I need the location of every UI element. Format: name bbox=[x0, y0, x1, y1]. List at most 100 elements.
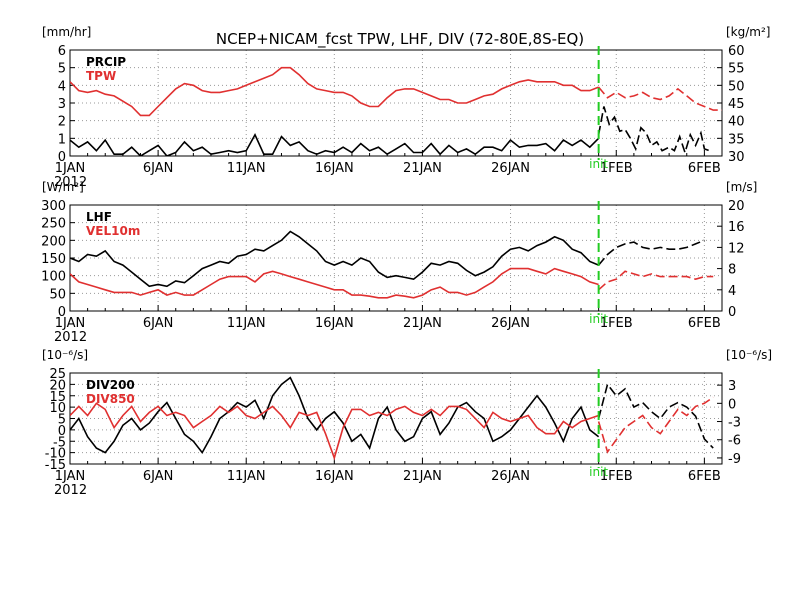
left-tick-label: 5 bbox=[58, 62, 66, 77]
left-tick-label: 300 bbox=[41, 199, 66, 214]
left-tick-label: -10 bbox=[45, 447, 66, 462]
left-tick-label: 250 bbox=[41, 217, 66, 232]
x-year-label: 2012 bbox=[54, 483, 87, 498]
left-tick-label: -5 bbox=[53, 435, 66, 450]
right-tick-label: 45 bbox=[728, 97, 745, 112]
x-tick-label: 6FEB bbox=[688, 316, 721, 331]
left-tick-label: 2 bbox=[58, 115, 66, 130]
legend-tpw: TPW bbox=[86, 69, 116, 83]
left-tick-label: 0 bbox=[58, 424, 66, 439]
series-line-tpw-forecast bbox=[597, 86, 722, 111]
right-tick-label: 60 bbox=[728, 44, 745, 59]
left-tick-label: 6 bbox=[58, 44, 66, 59]
right-tick-label: -9 bbox=[728, 452, 741, 467]
left-tick-label: 20 bbox=[49, 378, 66, 393]
x-tick-label: 26JAN bbox=[491, 161, 530, 176]
left-tick-label: -15 bbox=[45, 458, 66, 473]
x-tick-label: 6FEB bbox=[688, 469, 721, 484]
right-tick-label: 55 bbox=[728, 62, 745, 77]
x-tick-label: 21JAN bbox=[403, 469, 442, 484]
x-tick-label: 21JAN bbox=[403, 316, 442, 331]
x-tick-label: 21JAN bbox=[403, 161, 442, 176]
x-tick-label: 1FEB bbox=[600, 161, 633, 176]
left-tick-label: 3 bbox=[58, 97, 66, 112]
right-tick-label: 8 bbox=[728, 263, 736, 278]
right-tick-label: 4 bbox=[728, 284, 736, 299]
x-tick-label: 1JAN bbox=[55, 161, 86, 176]
series-line-div200 bbox=[70, 376, 600, 455]
left-tick-label: 0 bbox=[58, 305, 66, 320]
x-year-label: 2012 bbox=[54, 330, 87, 345]
init-label: init bbox=[589, 157, 608, 171]
panel-2: 0 50 100 150 200 250 300 0 4 8 12 16 20 [W/m²] [m/s] 1J… bbox=[41, 180, 757, 345]
x-year-label: 2012 bbox=[54, 175, 87, 190]
series-line-prcip bbox=[70, 133, 600, 156]
right-tick-label: 0 bbox=[728, 397, 736, 412]
x-tick-label: 1JAN bbox=[55, 316, 86, 331]
right-tick-label: 3 bbox=[728, 379, 736, 394]
right-unit-label: [kg/m²] bbox=[726, 25, 770, 39]
right-tick-label: 0 bbox=[728, 305, 736, 320]
right-tick-label: 20 bbox=[728, 199, 745, 214]
series-line-div200-forecast bbox=[597, 382, 714, 449]
left-tick-label: 10 bbox=[49, 401, 66, 416]
left-tick-label: 15 bbox=[49, 390, 66, 405]
right-tick-label: 50 bbox=[728, 79, 745, 94]
left-unit-label: [mm/hr] bbox=[42, 25, 91, 39]
series-line-div850 bbox=[70, 402, 599, 461]
x-tick-label: 6FEB bbox=[688, 161, 721, 176]
series-line-lhf bbox=[70, 230, 599, 288]
x-tick-label: 11JAN bbox=[227, 316, 266, 331]
init-label: init bbox=[589, 465, 608, 479]
x-tick-label: 26JAN bbox=[491, 469, 530, 484]
left-tick-label: 5 bbox=[58, 413, 66, 428]
left-tick-label: 4 bbox=[58, 79, 66, 94]
x-tick-label: 1FEB bbox=[600, 469, 633, 484]
x-tick-label: 6JAN bbox=[143, 316, 174, 331]
series-line-vel10m-forecast bbox=[598, 270, 714, 291]
right-tick-label: 16 bbox=[728, 220, 745, 235]
left-tick-label: 100 bbox=[41, 270, 66, 285]
legend-div850: DIV850 bbox=[86, 392, 135, 406]
left-tick-label: 50 bbox=[49, 287, 66, 302]
right-tick-label: -3 bbox=[728, 416, 741, 431]
x-tick-label: 6JAN bbox=[143, 161, 174, 176]
right-unit-label: [m/s] bbox=[726, 180, 757, 194]
series-line-prcip-forecast bbox=[597, 106, 710, 156]
right-tick-label: -6 bbox=[728, 434, 741, 449]
legend-prcip: PRCIP bbox=[86, 55, 126, 69]
right-unit-label: [10⁻⁶/s] bbox=[726, 348, 772, 362]
x-tick-label: 16JAN bbox=[315, 161, 354, 176]
left-tick-label: 200 bbox=[41, 234, 66, 249]
chart-title: NCEP+NICAM_fcst TPW, LHF, DIV (72-80E,8S… bbox=[216, 30, 584, 49]
series-line-vel10m bbox=[70, 267, 599, 299]
plot-frame bbox=[69, 49, 723, 157]
series-line-lhf-forecast bbox=[597, 239, 705, 266]
legend-lhf: LHF bbox=[86, 210, 112, 224]
right-tick-label: 40 bbox=[728, 115, 745, 130]
legend-div200: DIV200 bbox=[86, 378, 135, 392]
left-tick-label: 150 bbox=[41, 252, 66, 267]
left-tick-label: 0 bbox=[58, 150, 66, 165]
x-tick-label: 16JAN bbox=[315, 469, 354, 484]
x-tick-label: 1FEB bbox=[600, 316, 633, 331]
left-tick-label: 25 bbox=[49, 367, 66, 382]
x-tick-label: 1JAN bbox=[55, 469, 86, 484]
right-tick-label: 12 bbox=[728, 241, 745, 256]
x-tick-label: 16JAN bbox=[315, 316, 354, 331]
left-unit-label: [10⁻⁶/s] bbox=[42, 348, 88, 362]
x-tick-label: 11JAN bbox=[227, 469, 266, 484]
right-tick-label: 35 bbox=[728, 132, 745, 147]
series-line-div850-forecast bbox=[597, 396, 714, 454]
plot-frame bbox=[69, 372, 723, 465]
x-tick-label: 26JAN bbox=[491, 316, 530, 331]
legend-vel10m: VEL10m bbox=[86, 224, 140, 238]
left-tick-label: 1 bbox=[58, 132, 66, 147]
right-tick-label: 30 bbox=[728, 150, 745, 165]
left-unit-label: [W/m²] bbox=[42, 180, 84, 194]
